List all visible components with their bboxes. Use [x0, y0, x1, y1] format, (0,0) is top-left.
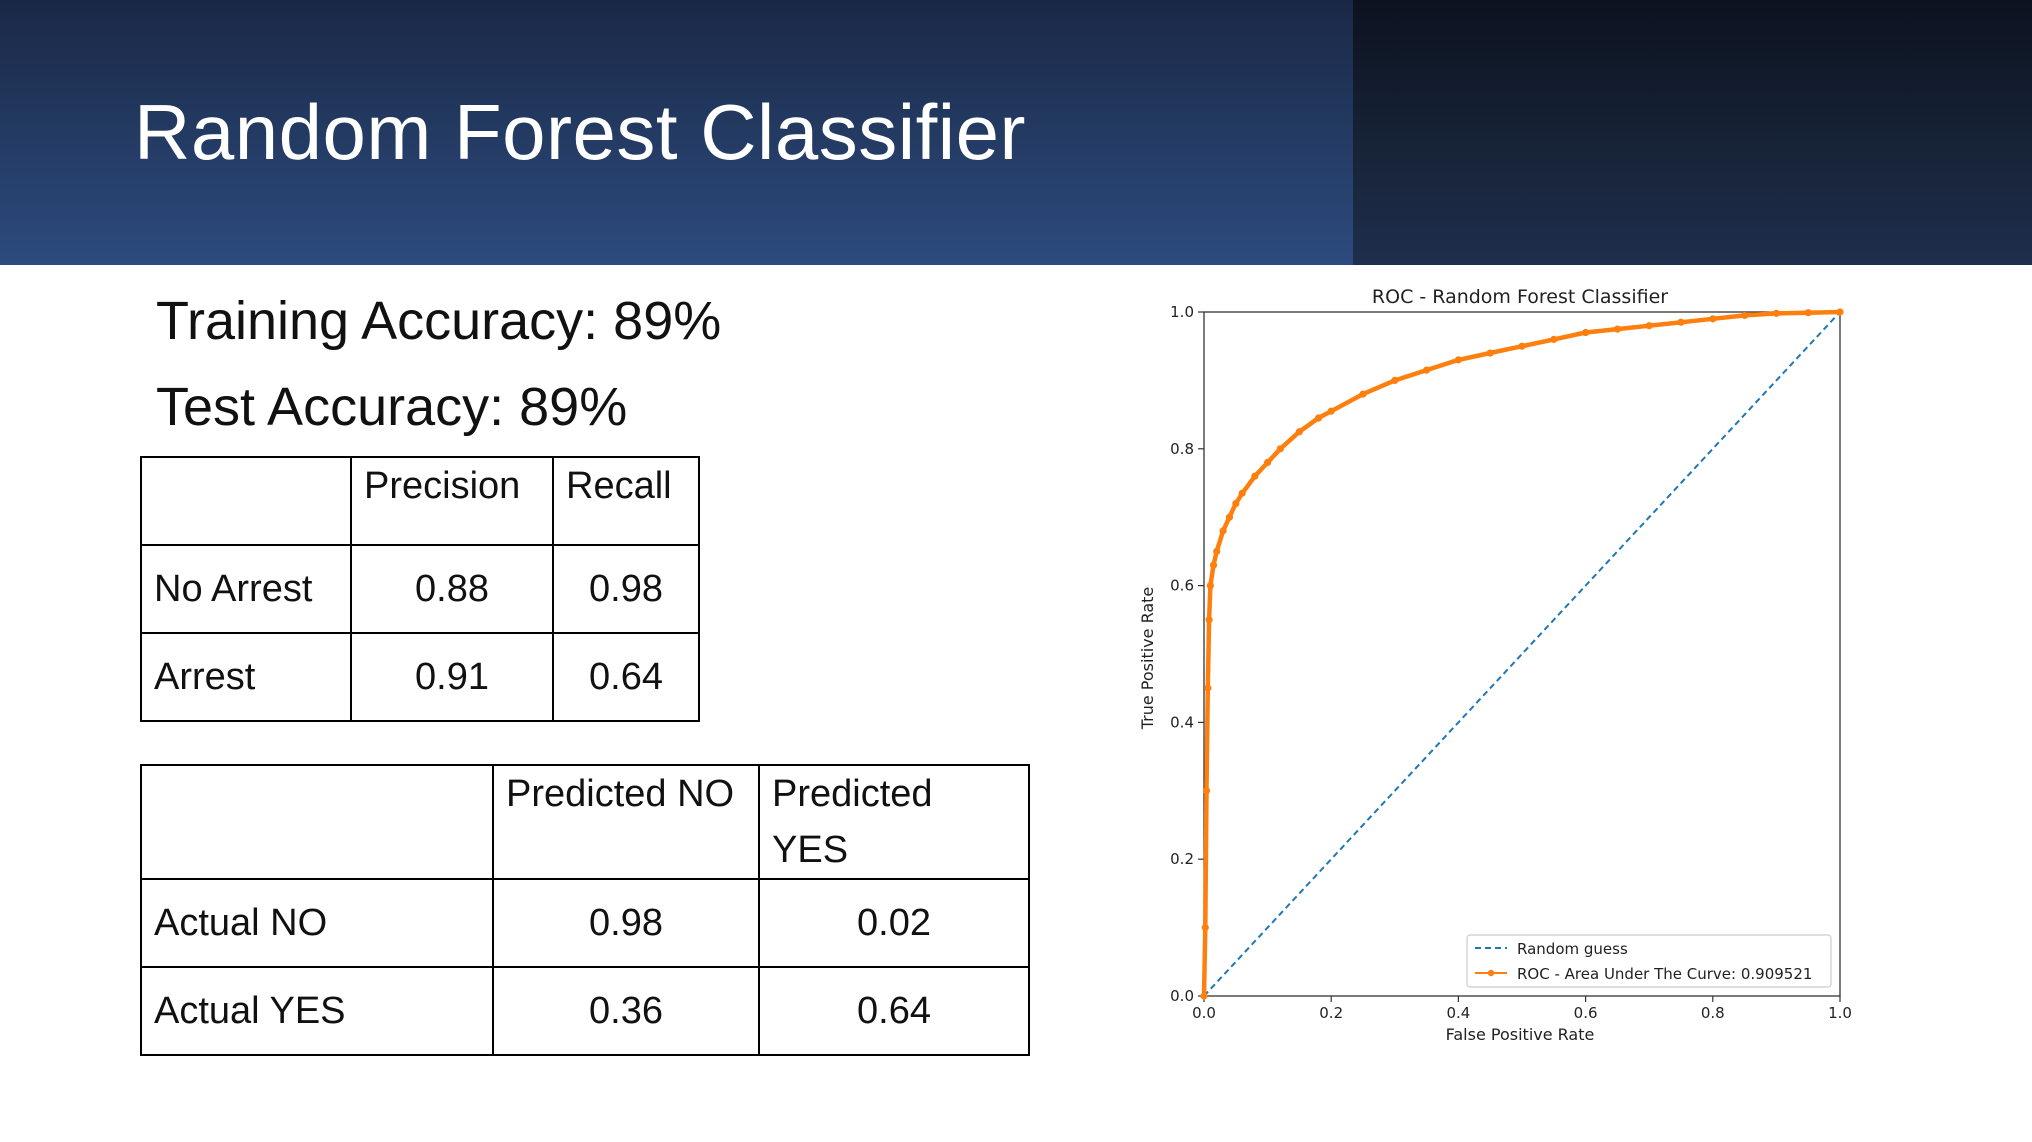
table-header-cell — [141, 765, 493, 879]
legend-marker-roc — [1488, 970, 1494, 976]
table-row: Arrest 0.91 0.64 — [141, 633, 699, 721]
predicted-yes-value: 0.02 — [759, 879, 1029, 967]
row-label: Actual NO — [141, 879, 493, 967]
roc-point — [1226, 514, 1233, 521]
roc-point — [1213, 548, 1220, 555]
roc-point — [1646, 322, 1653, 329]
roc-point — [1518, 343, 1525, 350]
roc-point — [1328, 408, 1335, 415]
roc-point — [1836, 308, 1843, 315]
metrics-table: Precision Recall No Arrest 0.88 0.98 Arr… — [140, 456, 700, 722]
roc-point — [1805, 309, 1812, 316]
y-tick-label: 0.2 — [1170, 850, 1194, 868]
precision-value: 0.91 — [351, 633, 553, 721]
y-tick-label: 0.4 — [1170, 713, 1194, 731]
roc-point — [1582, 329, 1589, 336]
roc-point — [1677, 319, 1684, 326]
roc-point — [1741, 312, 1748, 319]
roc-point — [1205, 616, 1212, 623]
chart-title: ROC - Random Forest Classifier — [1372, 286, 1668, 308]
roc-point — [1423, 367, 1430, 374]
table-header-cell: Precision — [351, 457, 553, 545]
row-label: Arrest — [141, 633, 351, 721]
roc-point — [1200, 992, 1207, 999]
predicted-no-value: 0.98 — [493, 879, 759, 967]
x-tick-label: 0.2 — [1319, 1004, 1343, 1022]
table-header-cell: Recall — [553, 457, 699, 545]
roc-point — [1264, 459, 1271, 466]
table-header-row: Precision Recall — [141, 457, 699, 545]
x-tick-label: 0.4 — [1446, 1004, 1470, 1022]
roc-point — [1550, 336, 1557, 343]
roc-point — [1210, 561, 1217, 568]
legend-label: Random guess — [1517, 940, 1628, 958]
roc-point — [1277, 445, 1284, 452]
y-tick-label: 0.8 — [1170, 440, 1194, 458]
slide-title: Random Forest Classifier — [134, 82, 1026, 182]
x-tick-label: 0.0 — [1192, 1004, 1216, 1022]
precision-value: 0.88 — [351, 545, 553, 633]
row-label: No Arrest — [141, 545, 351, 633]
roc-point — [1296, 428, 1303, 435]
roc-point — [1455, 356, 1462, 363]
roc-point — [1709, 315, 1716, 322]
roc-point — [1487, 349, 1494, 356]
roc-point — [1204, 685, 1211, 692]
table-row: Actual YES 0.36 0.64 — [141, 967, 1029, 1055]
roc-point — [1773, 310, 1780, 317]
roc-point — [1251, 473, 1258, 480]
x-tick-label: 1.0 — [1828, 1004, 1852, 1022]
row-label: Actual YES — [141, 967, 493, 1055]
roc-point — [1219, 527, 1226, 534]
roc-point — [1391, 377, 1398, 384]
roc-point — [1207, 582, 1214, 589]
training-accuracy: Training Accuracy: 89% — [156, 288, 721, 354]
predicted-no-value: 0.36 — [493, 967, 759, 1055]
roc-point — [1359, 390, 1366, 397]
test-accuracy: Test Accuracy: 89% — [156, 374, 627, 440]
chart-legend: Random guess ROC - Area Under The Curve:… — [1467, 935, 1831, 987]
roc-point — [1202, 924, 1209, 931]
table-header-row: Predicted NO Predicted YES — [141, 765, 1029, 879]
y-axis-label: True Positive Rate — [1138, 587, 1157, 731]
table-row: No Arrest 0.88 0.98 — [141, 545, 699, 633]
table-header-cell — [141, 457, 351, 545]
roc-chart: ROC - Random Forest Classifier 0.0 0.2 0.4… — [1120, 275, 1880, 1065]
y-tick-label: 1.0 — [1170, 303, 1194, 321]
roc-point — [1614, 326, 1621, 333]
x-tick-label: 0.8 — [1701, 1004, 1725, 1022]
roc-point — [1203, 787, 1210, 794]
x-axis-label: False Positive Rate — [1446, 1025, 1595, 1044]
table-header-cell: Predicted YES — [759, 765, 1029, 879]
predicted-yes-value: 0.64 — [759, 967, 1029, 1055]
roc-point — [1239, 490, 1246, 497]
x-tick-label: 0.6 — [1574, 1004, 1598, 1022]
legend-label: ROC - Area Under The Curve: 0.909521 — [1517, 965, 1812, 983]
roc-point — [1315, 414, 1322, 421]
table-header-cell: Predicted NO — [493, 765, 759, 879]
roc-point — [1232, 500, 1239, 507]
recall-value: 0.98 — [553, 545, 699, 633]
y-tick-label: 0.0 — [1170, 987, 1194, 1005]
recall-value: 0.64 — [553, 633, 699, 721]
table-row: Actual NO 0.98 0.02 — [141, 879, 1029, 967]
y-tick-label: 0.6 — [1170, 577, 1194, 595]
confusion-matrix-table: Predicted NO Predicted YES Actual NO 0.9… — [140, 764, 1030, 1056]
header-dark-panel — [1353, 0, 2032, 265]
